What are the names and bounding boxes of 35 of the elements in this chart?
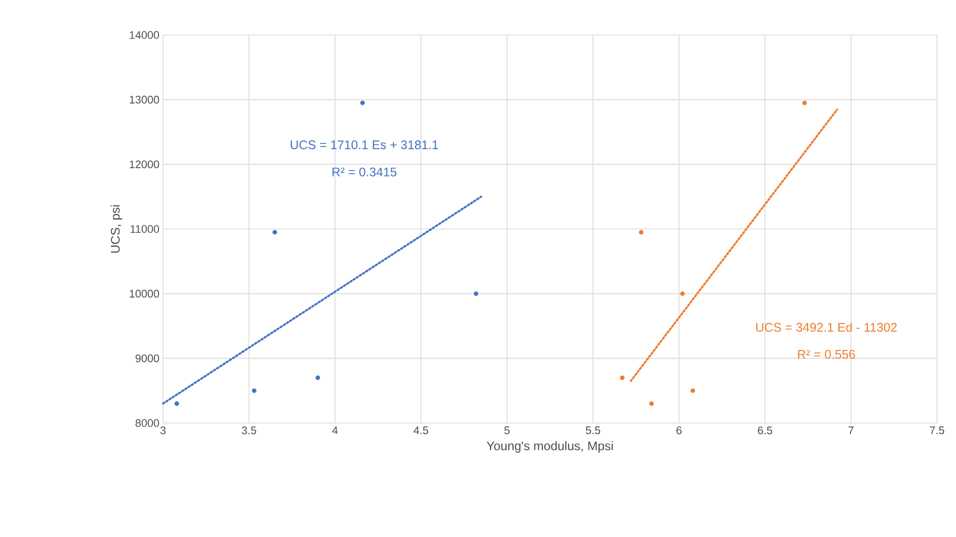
y-tick-label: 13000 — [130, 96, 160, 104]
x-tick-label: 3 — [160, 426, 166, 434]
y-tick-label: 14000 — [130, 31, 160, 39]
point — [680, 291, 685, 296]
x-tick-label: 4 — [332, 426, 338, 434]
point — [474, 291, 478, 296]
y-tick-label: 11000 — [130, 225, 160, 233]
x-tick-label: 4.5 — [414, 426, 428, 434]
x-tick-label: 7.5 — [930, 426, 944, 434]
annotation: UCS = 3492.1 Ed - 11302 — [756, 322, 897, 332]
point — [649, 401, 654, 406]
y-tick-label: 10000 — [130, 290, 160, 298]
point — [690, 388, 696, 393]
x-tick-label: 6.5 — [758, 426, 772, 434]
annotation: UCS = 1710.1 Es + 3181.1 — [290, 140, 438, 150]
annotation: R² = 0.556 — [798, 350, 856, 359]
point — [272, 230, 278, 235]
y-axis-title: UCS, psi — [110, 205, 122, 253]
annotation: R² = 0.3415 — [332, 168, 396, 176]
x-tick-label: 6 — [676, 426, 682, 434]
point — [802, 100, 807, 106]
x-tick-label: 3.5 — [242, 426, 256, 434]
x-tick-label: 7 — [848, 426, 854, 434]
point — [620, 375, 625, 380]
point — [638, 230, 644, 235]
y-tick-label: 9000 — [136, 354, 160, 362]
point — [360, 100, 365, 106]
x-axis-title: Young's modulus, Mpsi — [486, 441, 613, 453]
point — [316, 375, 320, 380]
x-tick-label: 5 — [504, 426, 510, 434]
y-tick-label: 12000 — [130, 160, 160, 168]
y-tick-label: 8000 — [136, 419, 160, 427]
point — [252, 388, 256, 393]
x-tick-label: 5.5 — [586, 426, 600, 434]
point — [174, 401, 180, 406]
